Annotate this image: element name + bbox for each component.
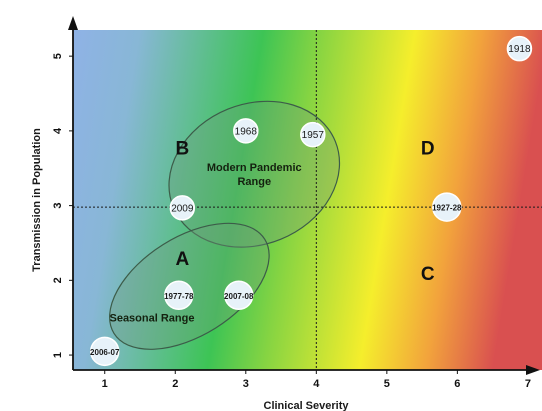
point-2007-08 bbox=[223, 280, 254, 311]
modern-pandemic-range-label: Range bbox=[237, 176, 271, 188]
y-axis-title: Transmission in Population bbox=[31, 128, 43, 272]
y-tick-label: 4 bbox=[52, 127, 64, 134]
quadrant-label-b: B bbox=[175, 138, 189, 159]
quadrant-label-c: C bbox=[421, 264, 435, 285]
point-label-2009: 2009 bbox=[171, 203, 194, 214]
y-tick-label: 5 bbox=[52, 53, 64, 59]
plot-background bbox=[73, 30, 542, 370]
y-tick-label: 3 bbox=[52, 203, 64, 209]
x-tick-label: 2 bbox=[172, 378, 178, 390]
quadrant-label-d: D bbox=[421, 138, 435, 159]
x-tick-label: 3 bbox=[243, 378, 249, 390]
point-label-1957: 1957 bbox=[302, 130, 325, 141]
point-label-1927-28: 1927-28 bbox=[432, 204, 462, 213]
x-axis-arrow-icon bbox=[526, 365, 540, 375]
point-label-1918: 1918 bbox=[508, 44, 531, 55]
x-tick-label: 5 bbox=[384, 378, 390, 390]
y-tick-label: 1 bbox=[52, 352, 64, 358]
x-tick-label: 7 bbox=[525, 378, 531, 390]
point-1957 bbox=[300, 121, 326, 148]
y-axis-arrow-icon bbox=[68, 16, 78, 30]
x-tick-label: 6 bbox=[454, 378, 460, 390]
x-tick-label: 4 bbox=[313, 378, 320, 390]
point-1977-78 bbox=[164, 280, 194, 311]
point-label-2006-07: 2006-07 bbox=[90, 348, 120, 357]
point-label-1968: 1968 bbox=[235, 126, 258, 137]
y-tick-label: 2 bbox=[52, 277, 64, 283]
point-1918 bbox=[506, 35, 533, 62]
quadrant-label-a: A bbox=[175, 249, 189, 270]
point-2006-07 bbox=[89, 336, 120, 367]
seasonal-range-label: Seasonal Range bbox=[109, 313, 194, 325]
point-1968 bbox=[233, 118, 259, 144]
modern-pandemic-range-label: Modern Pandemic bbox=[207, 162, 302, 174]
x-tick-label: 1 bbox=[102, 378, 108, 390]
point-label-2007-08: 2007-08 bbox=[224, 292, 254, 301]
x-axis-title: Clinical Severity bbox=[264, 400, 350, 411]
point-1927-28 bbox=[432, 192, 462, 222]
point-label-1977-78: 1977-78 bbox=[164, 292, 194, 301]
point-2009 bbox=[169, 195, 196, 221]
